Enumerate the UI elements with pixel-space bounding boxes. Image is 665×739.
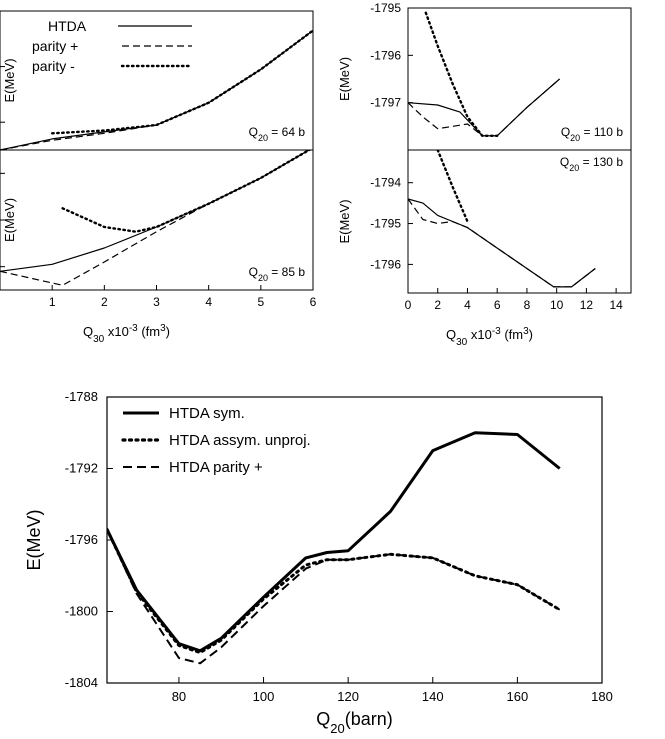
series-line-dotted bbox=[107, 527, 562, 655]
x-tick-label: 6 bbox=[310, 295, 317, 309]
series-line-solid bbox=[408, 78, 560, 137]
panel-annotation: Q20 = 130 b bbox=[560, 155, 623, 173]
y-tick-label: -1794 bbox=[370, 176, 401, 190]
x-tick-label: 180 bbox=[591, 689, 613, 704]
y-tick-label: -1792 bbox=[65, 461, 98, 476]
plot-frame bbox=[0, 149, 314, 291]
x-tick-label: 6 bbox=[494, 298, 501, 312]
legend-label: HTDA sym. bbox=[169, 405, 245, 422]
y-tick-label: -1804 bbox=[65, 675, 98, 690]
y-axis-label: E(MeV) bbox=[337, 57, 352, 101]
x-tick-label: 10 bbox=[550, 298, 564, 312]
panel-top-left-a: -1790-1792-1794E(MeV)Q20 = 64 bHTDAparit… bbox=[0, 10, 314, 151]
series-line-dotted bbox=[51, 29, 313, 135]
legend-label: parity + bbox=[32, 38, 78, 54]
x-tick-label: 80 bbox=[172, 689, 186, 704]
series-line-dotted bbox=[436, 150, 469, 223]
x-tick-label: 14 bbox=[609, 298, 623, 312]
plot-frame bbox=[0, 10, 314, 151]
series-line-dotted bbox=[424, 11, 499, 138]
y-axis-label: E(MeV) bbox=[24, 509, 44, 570]
y-tick-label: -1788 bbox=[65, 389, 98, 404]
legend-label: HTDA bbox=[48, 18, 87, 34]
x-tick-label: 2 bbox=[101, 295, 108, 309]
plot-frame bbox=[407, 149, 632, 294]
y-axis-label: E(MeV) bbox=[2, 198, 17, 242]
x-tick-label: 160 bbox=[507, 689, 529, 704]
y-tick-label: -1796 bbox=[65, 532, 98, 547]
series-line-dashed bbox=[408, 198, 596, 288]
x-tick-label: 1 bbox=[49, 295, 56, 309]
x-tick-label: 0 bbox=[405, 298, 412, 312]
y-axis-label: E(MeV) bbox=[2, 58, 17, 102]
y-axis-label: E(MeV) bbox=[337, 199, 352, 243]
x-tick-label: 100 bbox=[253, 689, 275, 704]
y-tick-label: -1800 bbox=[65, 604, 98, 619]
series-line-solid bbox=[408, 198, 596, 288]
x-tick-label: 4 bbox=[464, 298, 471, 312]
panel-annotation: Q20 = 110 b bbox=[561, 125, 624, 143]
x-axis-label: Q30 x10-3 (fm3) bbox=[446, 326, 533, 348]
y-tick-label: -1796 bbox=[370, 48, 401, 62]
x-tick-label: 5 bbox=[257, 295, 264, 309]
panel-annotation: Q20 = 64 b bbox=[249, 125, 306, 143]
panel-bottom: -1788 -1792 -1796 -1800 -1804 80 100 120 140 160 1… bbox=[24, 389, 613, 736]
panel-top-left-b: -1798-1800-1802123456E(MeV)Q30 x10-3 (fm… bbox=[0, 149, 317, 345]
panel-top-right-b: -1794 -1795 -1796 0 2 4 6 8 10 12 14 E(MeV) Q30 x10-… bbox=[337, 149, 632, 348]
series-line-dashed bbox=[107, 528, 561, 665]
series-line-solid bbox=[107, 431, 561, 653]
y-tick-label: -1797 bbox=[370, 96, 401, 110]
y-tick-label: -1795 bbox=[370, 1, 401, 15]
x-tick-label: 4 bbox=[205, 295, 212, 309]
legend-label: HTDA assym. unproj. bbox=[169, 432, 311, 449]
x-tick-label: 8 bbox=[524, 298, 531, 312]
x-axis-label: Q30 x10-3 (fm3) bbox=[83, 323, 170, 345]
legend-label: HTDA parity + bbox=[169, 459, 263, 476]
panel-annotation: Q20 = 85 b bbox=[249, 265, 306, 283]
x-tick-label: 120 bbox=[337, 689, 359, 704]
x-tick-label: 3 bbox=[153, 295, 160, 309]
x-tick-label: 12 bbox=[580, 298, 594, 312]
y-tick-label: -1795 bbox=[370, 217, 401, 231]
x-tick-label: 2 bbox=[434, 298, 441, 312]
x-tick-label: 140 bbox=[422, 689, 444, 704]
x-axis-label: Q20(barn) bbox=[316, 709, 393, 736]
panel-top-right-a: -1795 -1796 -1797 E(MeV) Q20 = 110 b bbox=[337, 1, 632, 151]
series-line-solid bbox=[0, 150, 311, 272]
y-tick-label: -1796 bbox=[370, 257, 401, 271]
legend-label: parity - bbox=[32, 58, 75, 74]
series-line-dashed bbox=[408, 78, 560, 137]
series-line-dotted bbox=[61, 150, 312, 233]
